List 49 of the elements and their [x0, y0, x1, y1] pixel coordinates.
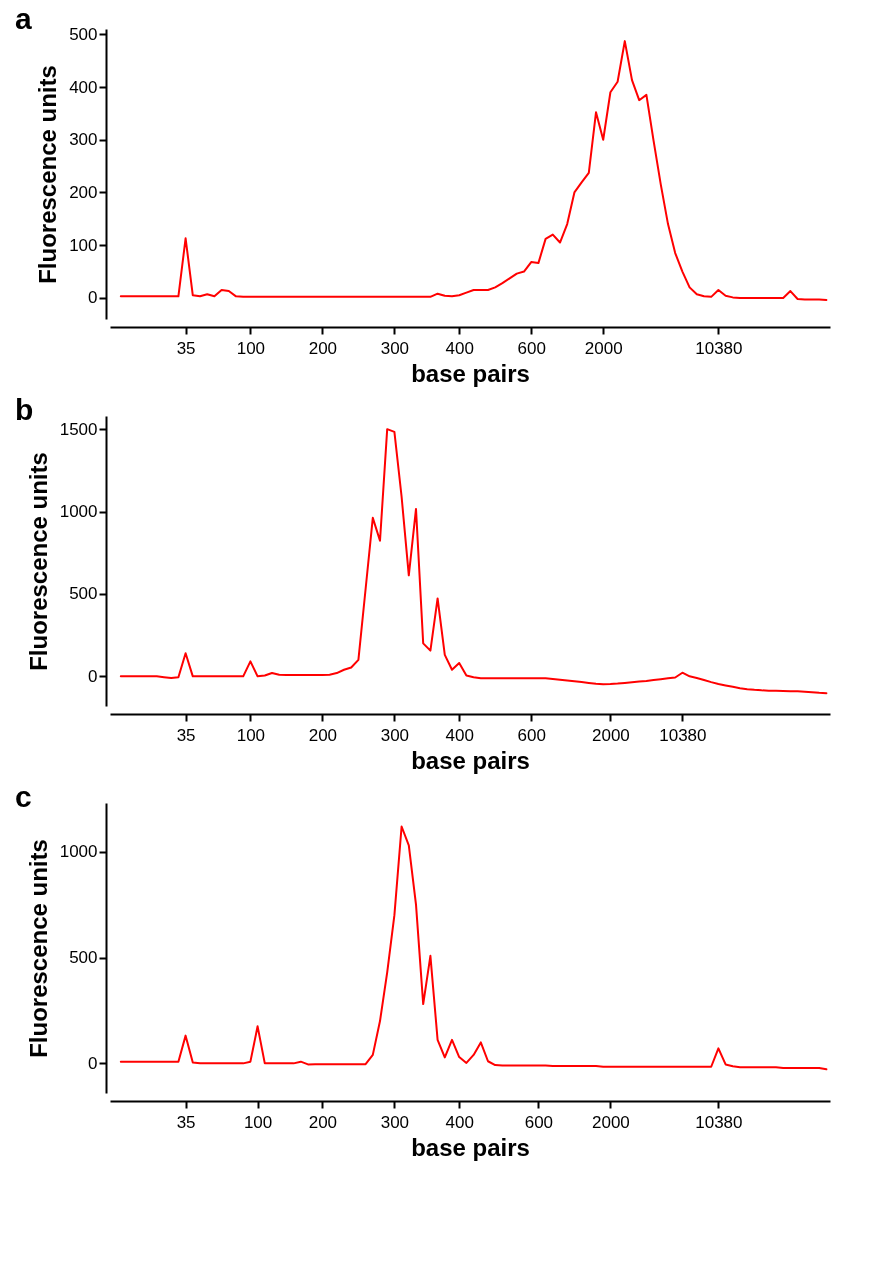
y-tick-label: 1000	[59, 842, 98, 862]
x-tick-label: 200	[308, 1112, 338, 1132]
y-tick-label: 0	[88, 288, 98, 308]
y-tick-label: 500	[69, 24, 98, 44]
y-tick-label: 100	[69, 235, 98, 255]
x-axis-title: base pairs	[411, 746, 530, 774]
x-tick-label: 2000	[591, 725, 630, 745]
y-tick-label: 400	[69, 77, 98, 97]
x-tick-label: 35	[176, 338, 196, 358]
x-tick-label: 10380	[659, 725, 707, 745]
x-tick-label: 100	[243, 1112, 273, 1132]
x-tick-label: 600	[517, 725, 546, 745]
y-tick-label: 1500	[59, 419, 98, 439]
line-series	[119, 428, 828, 695]
line-series	[119, 825, 828, 1071]
x-tick-label: 100	[236, 338, 266, 358]
x-tick-label: 600	[517, 338, 546, 358]
y-axis-title: Fluorescence units	[34, 65, 62, 284]
y-tick-label: 0	[88, 1053, 98, 1073]
chart-title: b	[15, 393, 34, 426]
x-tick-label: 400	[445, 338, 474, 358]
y-tick-label: 0	[88, 666, 98, 686]
x-tick-label: 35	[176, 1112, 196, 1132]
x-axis-title: base pairs	[411, 1133, 530, 1161]
x-tick-label: 300	[380, 338, 410, 358]
y-tick-label: 500	[69, 584, 98, 604]
y-tick-label: 300	[69, 130, 98, 150]
x-axis-title: base pairs	[411, 359, 530, 387]
x-tick-label: 600	[524, 1112, 554, 1132]
x-tick-label: 35	[176, 725, 196, 745]
x-tick-label: 300	[380, 1112, 410, 1132]
x-tick-label: 400	[445, 725, 474, 745]
x-tick-label: 200	[308, 725, 338, 745]
y-tick-label: 200	[69, 182, 98, 202]
x-tick-label: 10380	[695, 338, 743, 358]
x-tick-label: 2000	[591, 1112, 630, 1132]
y-axis-title: Fluorescence units	[24, 452, 52, 671]
chart-title: a	[15, 2, 32, 36]
x-tick-label: 400	[445, 1112, 474, 1132]
x-tick-label: 100	[236, 725, 266, 745]
x-tick-label: 300	[380, 725, 410, 745]
chart-title: c	[15, 780, 32, 813]
line-series	[119, 40, 828, 302]
y-axis-title: Fluorescence units	[24, 839, 52, 1058]
y-tick-label: 1000	[59, 502, 98, 522]
x-tick-label: 10380	[695, 1112, 743, 1132]
y-tick-label: 500	[69, 948, 98, 968]
x-tick-label: 200	[308, 338, 338, 358]
x-tick-label: 2000	[584, 338, 623, 358]
